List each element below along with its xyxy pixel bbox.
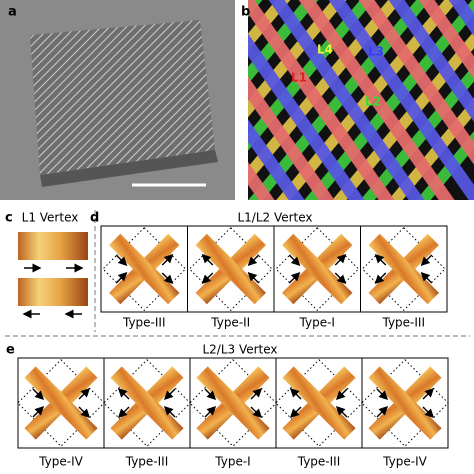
dotted-diamond [188, 227, 273, 311]
dotted-diamond [361, 227, 446, 311]
magnet-bar [195, 233, 266, 305]
vertex-strip [18, 232, 88, 260]
arrow [334, 272, 347, 285]
lattice-label: L3 [368, 45, 384, 59]
panel-label: c [5, 211, 13, 226]
arrow [78, 387, 91, 400]
arrow [115, 254, 128, 267]
arrow [204, 388, 217, 401]
arrow [32, 405, 45, 418]
arrow [289, 406, 302, 419]
arrow [250, 387, 263, 400]
arrow [422, 387, 435, 400]
rod [399, 0, 474, 200]
arrow [163, 388, 176, 401]
type-label: Type-III [381, 316, 425, 330]
arrow [335, 388, 348, 401]
magnet-bar [24, 366, 98, 440]
rod [387, 0, 474, 200]
panel-label: b [241, 5, 250, 20]
sem-side [40, 150, 218, 187]
magnet-bar [110, 366, 184, 440]
panel-title: L2/L3 Vertex [202, 343, 277, 357]
type-label: Type-IV [38, 455, 83, 469]
panel-label: d [90, 211, 99, 226]
dotted-diamond [102, 227, 187, 311]
arrow [420, 254, 433, 267]
arrow [420, 271, 433, 284]
lattice-stripes [248, 0, 474, 200]
magnet-bar [196, 366, 270, 440]
arrow [204, 405, 217, 418]
panel-title: L1 Vertex [22, 211, 79, 225]
rod [248, 0, 335, 200]
arrow [115, 271, 128, 284]
arrow [117, 387, 130, 400]
dotted-diamond [275, 227, 360, 311]
arrow [32, 388, 45, 401]
rod [249, 0, 455, 200]
arrow [247, 254, 260, 267]
rod [309, 0, 474, 200]
arrow [374, 253, 387, 266]
type-label: Type-I [299, 316, 335, 330]
rod [248, 0, 425, 200]
arrow [374, 272, 387, 285]
rod [279, 0, 474, 200]
arrow [161, 272, 174, 285]
panel-label: a [8, 5, 17, 20]
arrow [334, 253, 347, 266]
magnet-bar [368, 233, 439, 305]
arrow [250, 406, 263, 419]
type-label: Type-II [210, 316, 250, 330]
panel-label: e [6, 343, 15, 358]
rod [248, 0, 365, 200]
type-label: Type-I [214, 455, 250, 469]
panel-title: L1/L2 Vertex [237, 211, 312, 225]
magnet-bar [282, 366, 356, 440]
rod [339, 0, 474, 200]
arrow [78, 406, 91, 419]
lattice-label: L4 [317, 43, 333, 57]
arrow [422, 406, 435, 419]
lattice-label: L2 [365, 95, 381, 109]
rod [369, 0, 474, 200]
arrow [335, 405, 348, 418]
lattice-label: L1 [291, 71, 307, 85]
arrow [247, 271, 260, 284]
type-label: Type-III [125, 455, 169, 469]
rod [248, 0, 305, 200]
type-label: Type-III [122, 316, 166, 330]
arrow [376, 388, 389, 401]
sem-lattice [30, 20, 215, 175]
arrow [163, 405, 176, 418]
arrow [161, 253, 174, 266]
rod [248, 0, 395, 200]
arrow [289, 387, 302, 400]
arrow [117, 406, 130, 419]
dotted-diamond [275, 359, 363, 447]
arrow [288, 254, 301, 267]
dotted-diamond [103, 359, 191, 447]
type-label: Type-III [297, 455, 341, 469]
magnet-bar [368, 366, 442, 440]
arrow [201, 253, 214, 266]
arrow [288, 271, 301, 284]
magnet-bar [109, 233, 180, 305]
magnet-bar [282, 233, 353, 305]
vertex-strip [18, 278, 88, 306]
type-label: Type-IV [382, 455, 427, 469]
arrow [376, 405, 389, 418]
arrow [201, 272, 214, 285]
